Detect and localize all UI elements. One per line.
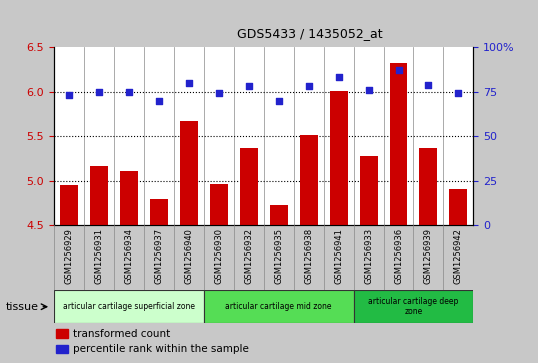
Text: transformed count: transformed count [73, 329, 170, 339]
Bar [54, 290, 204, 323]
Text: tissue: tissue [5, 302, 38, 312]
Bar [150, 199, 168, 225]
Bar [239, 148, 258, 225]
Text: GSM1256935: GSM1256935 [274, 228, 283, 284]
Bar [300, 135, 317, 225]
Point [454, 90, 463, 96]
Bar [420, 148, 437, 225]
Text: GSM1256936: GSM1256936 [394, 228, 403, 285]
Text: GSM1256942: GSM1256942 [454, 228, 463, 284]
Bar [210, 184, 228, 225]
Bar [90, 166, 108, 225]
Point [274, 98, 283, 103]
Text: percentile rank within the sample: percentile rank within the sample [73, 344, 249, 354]
Text: GSM1256937: GSM1256937 [154, 228, 163, 285]
Bar [204, 290, 353, 323]
Point [65, 92, 73, 98]
Text: articular cartilage superficial zone: articular cartilage superficial zone [63, 302, 195, 311]
Text: GSM1256932: GSM1256932 [244, 228, 253, 284]
Point [364, 87, 373, 93]
Bar [180, 121, 197, 225]
Text: GSM1256939: GSM1256939 [424, 228, 433, 284]
Point [244, 83, 253, 89]
Text: GSM1256940: GSM1256940 [184, 228, 193, 284]
Point [394, 68, 403, 73]
Point [334, 74, 343, 80]
Point [185, 80, 193, 86]
Text: GSM1256941: GSM1256941 [334, 228, 343, 284]
Text: GDS5433 / 1435052_at: GDS5433 / 1435052_at [237, 27, 383, 40]
Text: GSM1256930: GSM1256930 [214, 228, 223, 284]
Text: GSM1256933: GSM1256933 [364, 228, 373, 285]
Text: GSM1256931: GSM1256931 [94, 228, 103, 284]
Point [214, 90, 223, 96]
Text: articular cartilage mid zone: articular cartilage mid zone [225, 302, 332, 311]
Text: GSM1256929: GSM1256929 [64, 228, 73, 284]
Text: articular cartilage deep
zone: articular cartilage deep zone [369, 297, 459, 317]
Point [154, 98, 163, 103]
Text: GSM1256938: GSM1256938 [304, 228, 313, 285]
Point [305, 83, 313, 89]
Bar [56, 345, 68, 353]
Point [95, 89, 103, 94]
Bar [390, 63, 407, 225]
Bar [60, 185, 78, 225]
Point [424, 82, 433, 87]
Bar [120, 171, 138, 225]
Bar [56, 330, 68, 338]
Bar [330, 91, 348, 225]
Text: GSM1256934: GSM1256934 [124, 228, 133, 284]
Bar [359, 156, 378, 225]
Bar [270, 205, 288, 225]
Bar [449, 189, 468, 225]
Point [124, 89, 133, 94]
Bar [353, 290, 473, 323]
